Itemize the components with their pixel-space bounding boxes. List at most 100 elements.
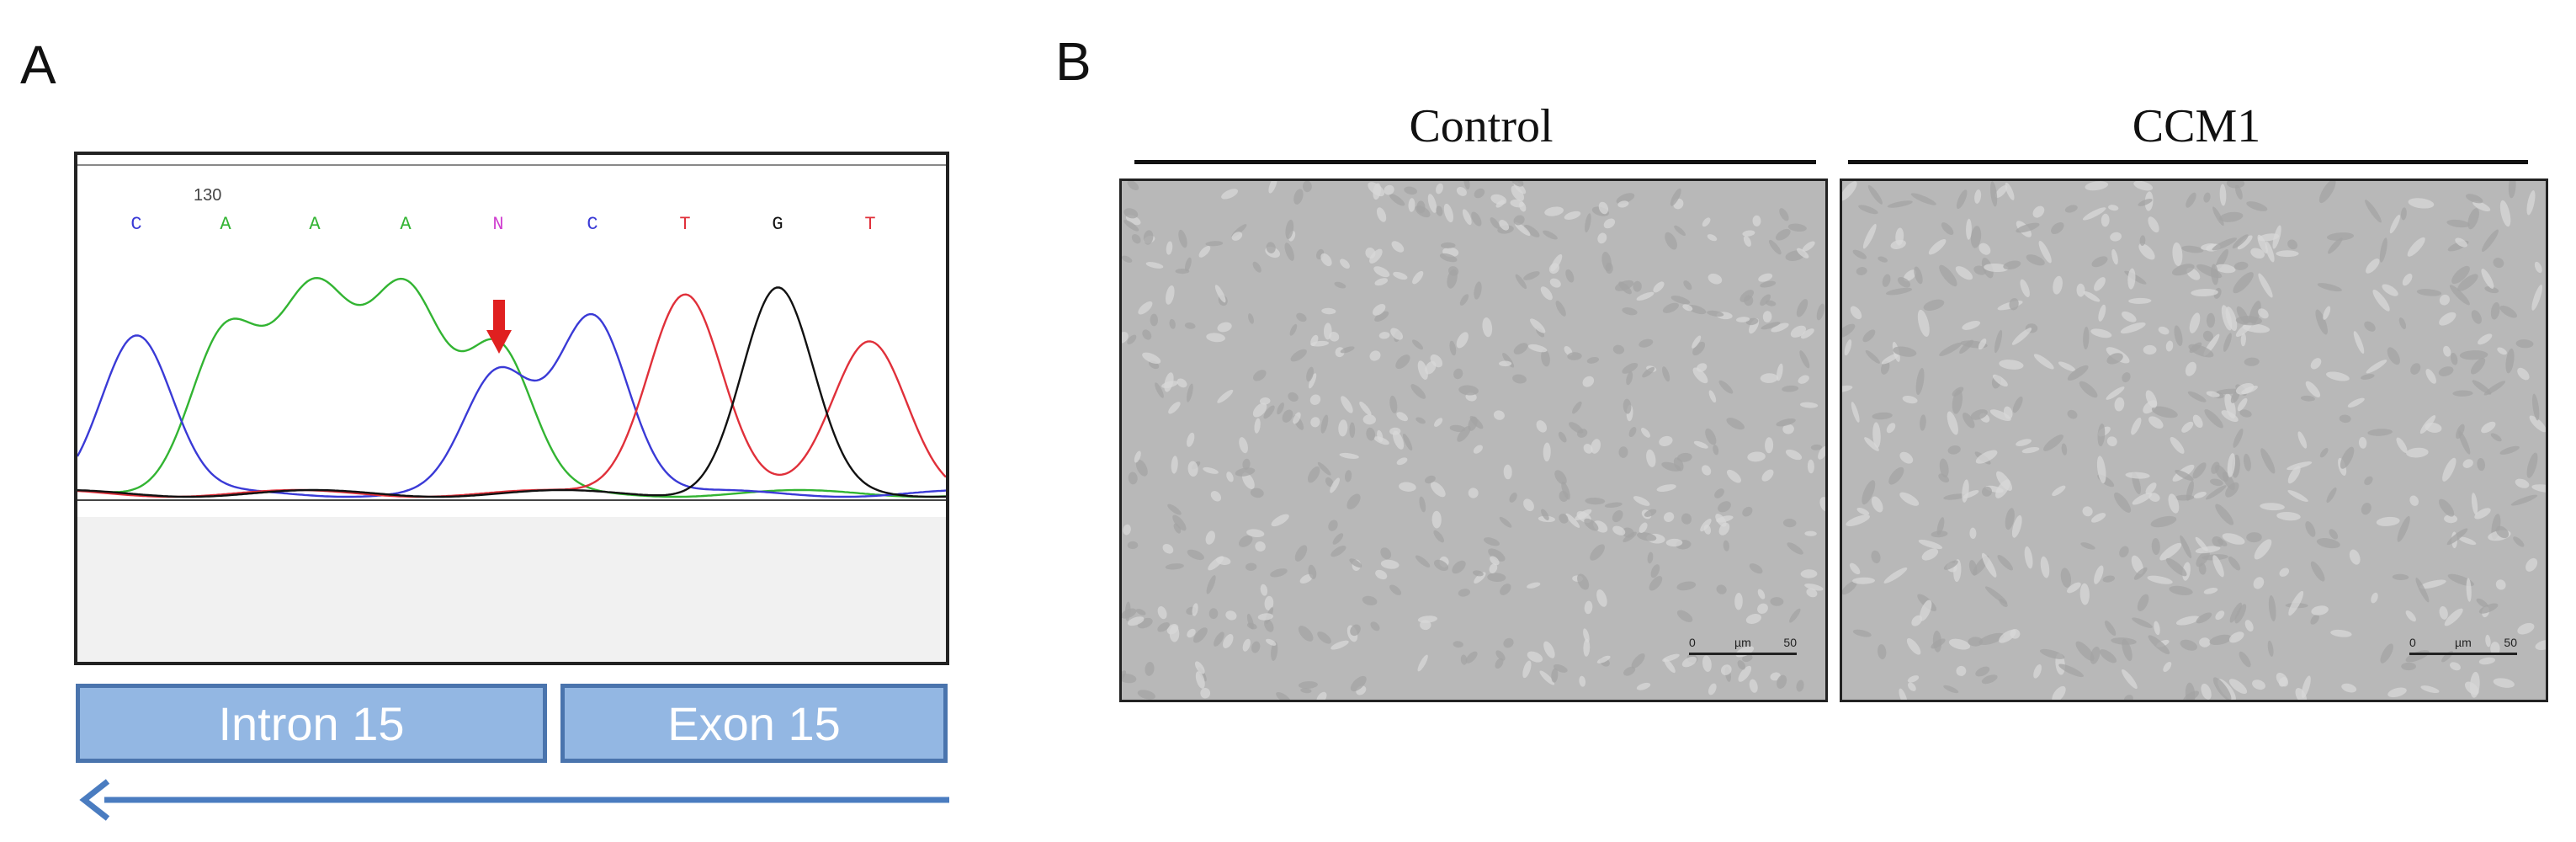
cell-shape [1192,627,1208,643]
cell-shape [2026,254,2045,266]
cell-shape [2131,555,2143,574]
cell-shape [2053,275,2063,295]
cell-shape [1549,278,1561,288]
cell-shape [2233,261,2249,270]
cell-shape [2495,525,2510,539]
cell-shape [1308,373,1317,389]
base-call-letter: C [587,214,598,235]
cell-shape [2094,277,2106,291]
cell-shape [2225,482,2239,498]
cell-shape [2097,424,2106,447]
cell-shape [1856,508,1870,515]
cell-shape [2495,579,2506,590]
cell-shape [2051,222,2064,234]
cell-shape [1325,477,1334,488]
cell-shape [1462,209,1472,226]
cell-shape [1490,194,1507,205]
cell-shape [1448,266,1459,276]
cell-shape [1548,263,1559,274]
cell-shape [1194,661,1205,674]
cell-shape [1742,230,1755,237]
cell-shape [2481,269,2494,289]
cell-shape [2083,326,2090,350]
cell-shape [2012,396,2023,413]
cell-shape [1370,621,1380,632]
cell-shape [1250,488,1264,498]
cell-shape [1790,325,1807,338]
cell-shape [1572,401,1582,414]
cell-shape [1862,223,1877,249]
cell-shape [1776,418,1796,427]
cell-shape [2287,239,2298,250]
cell-shape [2526,452,2538,478]
cell-shape [1514,221,1531,237]
cell-shape [1947,445,1961,455]
cell-shape [1239,437,1248,454]
cell-shape [1389,395,1398,413]
cell-shape [2187,391,2207,402]
cell-shape [1910,193,1936,205]
cell-shape [1127,334,1137,345]
cell-shape [2244,620,2254,632]
cell-shape [1306,366,1315,382]
cell-shape [2439,294,2450,306]
cell-shape [2526,557,2538,572]
cell-shape [1617,200,1629,208]
cell-shape [2396,437,2408,453]
cell-shape [2192,462,2207,479]
cell-shape [1881,353,1899,365]
cell-shape [1757,589,1766,600]
cell-shape [2233,272,2254,294]
cell-shape [2419,579,2446,589]
cell-shape [2210,478,2223,487]
cell-shape [2301,675,2311,698]
cell-shape [1122,255,1133,263]
cell-shape [1800,328,1814,339]
cell-shape [2043,434,2063,451]
cell-shape [1253,370,1267,381]
trace-layer [76,276,947,498]
cell-shape [1899,451,1914,464]
cell-shape [1373,304,1386,316]
cell-shape [1981,552,1997,578]
cell-shape [1473,445,1483,454]
cell-shape [2222,533,2245,545]
cell-shape [1708,683,1717,695]
cell-shape [2260,448,2276,474]
cell-shape [1493,410,1505,420]
cell-shape [1231,232,1243,241]
cell-shape [1881,360,1890,375]
cell-shape [2147,575,2173,584]
cell-shape [1919,600,1932,621]
cell-shape [1807,459,1814,474]
cell-shape [2083,290,2101,302]
cell-shape [1294,545,1308,562]
cell-shape [1974,189,1982,204]
cell-shape [2233,428,2244,448]
cell-shape [1963,413,1975,429]
cell-shape [1242,472,1255,489]
cell-shape [1761,469,1774,482]
cell-shape [2016,222,2040,233]
cell-shape [2517,622,2535,635]
cell-shape [1966,218,1972,240]
cell-shape [1346,493,1361,509]
cell-shape [1765,437,1774,454]
cell-shape [1785,449,1803,461]
cell-shape [1902,395,1918,404]
cell-shape [1431,510,1442,529]
ccm1-scale-bar: 0 µm 50 [2409,636,2517,668]
cell-shape [2505,348,2515,374]
cell-shape [1567,352,1582,360]
cell-shape [1692,367,1708,384]
cell-shape [1806,588,1818,598]
cell-shape [1665,538,1683,547]
cell-shape [2076,283,2085,297]
cell-shape [2061,443,2068,456]
cell-shape [2204,408,2223,429]
cell-shape [2181,421,2194,433]
cell-shape [1527,344,1548,353]
cell-shape [2148,216,2159,233]
cell-shape [2493,258,2504,269]
cell-shape [2246,201,2268,211]
